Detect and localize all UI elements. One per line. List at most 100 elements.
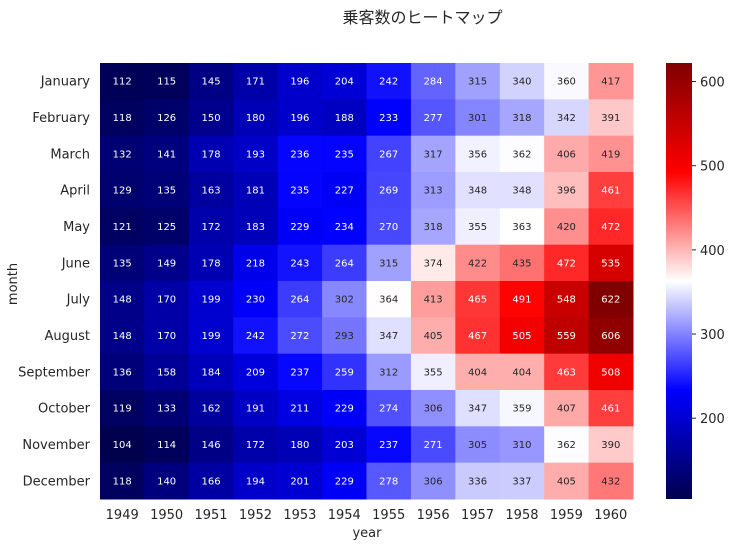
heatmap-cell xyxy=(144,244,190,282)
heatmap-cell xyxy=(100,244,145,282)
cell-value-label: 432 xyxy=(601,476,620,487)
heatmap-cell xyxy=(144,208,190,246)
heatmap-cell xyxy=(322,99,367,137)
cell-value-label: 264 xyxy=(290,295,309,306)
heatmap-cell xyxy=(588,390,634,427)
heatmap-cell xyxy=(100,390,145,427)
heatmap-cell xyxy=(188,281,234,318)
cell-value-label: 166 xyxy=(201,476,220,487)
heatmap-cell xyxy=(100,135,145,173)
cell-value-label: 163 xyxy=(201,186,220,197)
heatmap-cell xyxy=(499,317,545,355)
cell-value-label: 606 xyxy=(601,331,620,342)
heatmap-cell xyxy=(144,353,190,391)
colorbar-tick-label: 400 xyxy=(700,244,725,259)
cell-value-label: 417 xyxy=(601,77,620,88)
heatmap-cell xyxy=(188,426,234,464)
heatmap-cell xyxy=(100,99,145,137)
heatmap-cell xyxy=(410,462,456,500)
heatmap-cell xyxy=(322,281,367,318)
heatmap-cell xyxy=(233,462,279,500)
colorbar-tick-label: 200 xyxy=(700,412,725,427)
heatmap-cell xyxy=(322,208,367,246)
x-tick-label: 1956 xyxy=(417,508,450,523)
heatmap-cell xyxy=(588,99,634,137)
cell-value-label: 180 xyxy=(290,440,309,451)
cell-value-label: 355 xyxy=(468,222,487,233)
cell-value-label: 237 xyxy=(379,440,398,451)
heatmap-cell xyxy=(410,317,456,355)
cell-value-label: 209 xyxy=(246,367,265,378)
cell-value-label: 363 xyxy=(512,222,531,233)
cell-value-label: 313 xyxy=(424,186,443,197)
cell-value-label: 422 xyxy=(468,258,487,269)
heatmap-cell xyxy=(410,135,456,173)
heatmap-cell xyxy=(455,462,501,500)
cell-value-label: 293 xyxy=(335,331,354,342)
heatmap-cell xyxy=(544,317,590,355)
cell-value-label: 405 xyxy=(557,476,576,487)
heatmap-cell xyxy=(277,208,323,246)
heatmap-cell xyxy=(322,172,367,209)
heatmap-cell xyxy=(544,426,590,464)
cell-value-label: 548 xyxy=(557,295,576,306)
cell-value-label: 234 xyxy=(335,222,354,233)
heatmap-cell xyxy=(233,244,279,282)
cell-value-label: 172 xyxy=(201,222,220,233)
cell-value-label: 306 xyxy=(424,404,443,415)
cell-value-label: 199 xyxy=(201,295,220,306)
heatmap-cell xyxy=(188,172,234,209)
heatmap-cell xyxy=(410,99,456,137)
cell-value-label: 278 xyxy=(379,476,398,487)
cell-value-label: 420 xyxy=(557,222,576,233)
heatmap-cell xyxy=(499,462,545,500)
heatmap-cell xyxy=(588,281,634,318)
heatmap-cell xyxy=(277,390,323,427)
colorbar-tick-label: 600 xyxy=(700,76,725,91)
heatmap-cell xyxy=(455,135,501,173)
cell-value-label: 405 xyxy=(424,331,443,342)
heatmap-cell xyxy=(410,244,456,282)
cell-value-label: 119 xyxy=(113,404,132,415)
heatmap-cell xyxy=(455,426,501,464)
cell-value-label: 201 xyxy=(290,476,309,487)
cell-value-label: 348 xyxy=(512,186,531,197)
cell-value-label: 178 xyxy=(201,149,220,160)
cell-value-label: 218 xyxy=(246,258,265,269)
cell-value-label: 337 xyxy=(512,476,531,487)
heatmap-cell xyxy=(277,317,323,355)
cell-value-label: 419 xyxy=(601,149,620,160)
cell-value-label: 184 xyxy=(201,367,220,378)
cell-value-label: 622 xyxy=(601,295,620,306)
cell-value-label: 274 xyxy=(379,404,398,415)
cell-value-label: 347 xyxy=(468,404,487,415)
heatmap-cell xyxy=(366,281,412,318)
cell-value-label: 315 xyxy=(379,258,398,269)
heatmap-cell xyxy=(277,172,323,209)
cell-value-label: 211 xyxy=(290,404,309,415)
cell-value-label: 364 xyxy=(379,295,398,306)
cell-value-label: 233 xyxy=(379,113,398,124)
cell-value-label: 318 xyxy=(424,222,443,233)
colorbar-ticks: 200 300 400 500 600 xyxy=(692,76,725,427)
cell-value-label: 191 xyxy=(246,404,265,415)
y-tick-label: May xyxy=(63,220,90,235)
heatmap-cell xyxy=(100,462,145,500)
heatmap-cell xyxy=(410,63,456,100)
heatmap-cell xyxy=(188,317,234,355)
cell-value-label: 535 xyxy=(601,258,620,269)
cell-value-label: 204 xyxy=(335,77,354,88)
y-tick-label: November xyxy=(22,438,90,453)
heatmap-cell xyxy=(366,63,412,100)
heatmap-cell xyxy=(455,99,501,137)
cell-value-label: 118 xyxy=(113,113,132,124)
cell-value-label: 472 xyxy=(557,258,576,269)
heatmap-cell xyxy=(144,135,190,173)
cell-value-label: 467 xyxy=(468,331,487,342)
heatmap-cell xyxy=(588,244,634,282)
heatmap-cell xyxy=(544,172,590,209)
x-tick-label: 1955 xyxy=(372,508,405,523)
heatmap-cell xyxy=(544,63,590,100)
cell-value-label: 391 xyxy=(601,113,620,124)
